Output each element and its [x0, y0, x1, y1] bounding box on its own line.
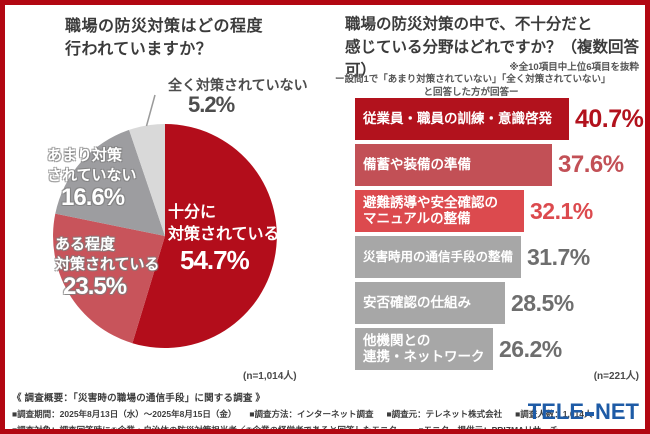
pie-segment-1	[53, 213, 165, 344]
survey-overview-footer: 《 調査概要：「災害時の職場の通信手段」に関する調査 》 ■調査期間：2025年…	[12, 390, 593, 434]
bar-chart: 従業員・職員の訓練・意識啓発 40.7% 備蓄や装備の準備 37.6% 避難誘導や安全確…	[355, 98, 645, 374]
footer-line-2: ■調査期間：2025年8月13日（水）～2025年8月15日（金） ■調査方法：イ…	[12, 408, 593, 420]
bar-4: 安否確認の仕組み	[355, 282, 505, 324]
bar-2: 避難誘導や安全確認の マニュアルの整備	[355, 190, 524, 232]
bar-chart-subnote-line2: と回答した方が回答ー	[423, 87, 519, 98]
bar-percent: 28.5%	[511, 289, 574, 316]
bar-label: 他機関との	[363, 332, 431, 348]
pie-sample-size: (n=1,014人)	[243, 371, 297, 382]
bar-percent: 40.7%	[575, 104, 644, 133]
bar-chart-subnote: ー設問1で「あまり対策されていない」「全く対策されていない」 と回答した方が回答…	[335, 73, 611, 99]
telenet-logo-part1: TELE	[527, 399, 584, 424]
leader-line	[145, 94, 156, 127]
footer-item: ■調査対象：調査回答時に①企業・自治体の防災対策担当者／②企業の経営者であると回…	[12, 425, 406, 434]
bar-row-5: 他機関との 連携・ネットワーク 26.2%	[355, 328, 645, 370]
bar-percent: 37.6%	[558, 151, 624, 178]
pie-segment-2	[55, 129, 165, 236]
pie-chart-title: 職場の防災対策はどの程度 行われていますか？	[65, 15, 263, 61]
footer-item: ■調査人数：1,014人	[515, 409, 593, 419]
bar-row-4: 安否確認の仕組み 28.5%	[355, 282, 645, 324]
pie-chart-title-line1: 職場の防災対策はどの程度	[65, 18, 264, 35]
bar-chart-note: ※全10項目中上位6項目を抜粋	[509, 62, 639, 73]
bar-chart-title-line2: 感じている分野はどれですか？（複数回答可）	[345, 39, 640, 79]
bar-label: マニュアルの整備	[363, 211, 471, 226]
pie-segment-3	[129, 124, 165, 236]
bar-label: 安否確認の仕組み	[363, 294, 471, 310]
bar-percent: 31.7%	[527, 243, 590, 270]
bar-percent: 32.1%	[530, 197, 593, 224]
footer-item: ■調査方法：インターネット調査	[249, 409, 374, 419]
pie-chart-title-line2: 行われていますか？	[65, 41, 213, 58]
pie-segment-0	[132, 124, 277, 348]
bar-row-0: 従業員・職員の訓練・意識啓発 40.7%	[355, 98, 645, 140]
footer-line-3: ■調査対象：調査回答時に①企業・自治体の防災対策担当者／②企業の経営者であると回…	[12, 424, 568, 434]
footer-item: ■調査期間：2025年8月13日（水）～2025年8月15日（金）	[12, 409, 237, 419]
pie-chart	[53, 94, 277, 348]
bar-percent: 26.2%	[499, 335, 562, 362]
bar-sample-size: (n=221人)	[593, 371, 639, 382]
bar-label: 備蓄や装備の準備	[363, 156, 471, 172]
telenet-logo: TELE NET	[528, 399, 639, 425]
footer-item: ■調査元：テレネット株式会社	[386, 409, 503, 419]
bar-label: 避難誘導や安全確認の	[363, 194, 498, 210]
bar-5: 他機関との 連携・ネットワーク	[355, 328, 493, 370]
bar-chart-subnote-line1: ー設問1で「あまり対策されていない」「全く対策されていない」	[335, 74, 611, 85]
bar-label: 従業員・職員の訓練・意識啓発	[363, 110, 552, 126]
bar-3: 災害時用の通信手段の整備	[355, 236, 521, 278]
bar-row-1: 備蓄や装備の準備 37.6%	[355, 144, 645, 186]
bar-1: 備蓄や装備の準備	[355, 144, 552, 186]
bar-0: 従業員・職員の訓練・意識啓発	[355, 98, 569, 140]
bar-row-2: 避難誘導や安全確認の マニュアルの整備 32.1%	[355, 190, 645, 232]
telenet-logo-part2: NET	[595, 399, 639, 424]
footer-item: ■モニター提供元：PRIZMAリサーチ	[418, 425, 559, 434]
bar-label: 災害時用の通信手段の整備	[363, 249, 514, 264]
bar-chart-title: 職場の防災対策の中で、不十分だと 感じている分野はどれですか？（複数回答可）	[345, 13, 645, 82]
telenet-logo-bridge-icon	[585, 412, 594, 416]
bar-chart-title-line1: 職場の防災対策の中で、不十分だと	[345, 16, 593, 33]
footer-heading: 《 調査概要：「災害時の職場の通信手段」に関する調査 》	[12, 393, 266, 404]
bar-label: 連携・ネットワーク	[363, 349, 485, 364]
bar-row-3: 災害時用の通信手段の整備 31.7%	[355, 236, 645, 278]
